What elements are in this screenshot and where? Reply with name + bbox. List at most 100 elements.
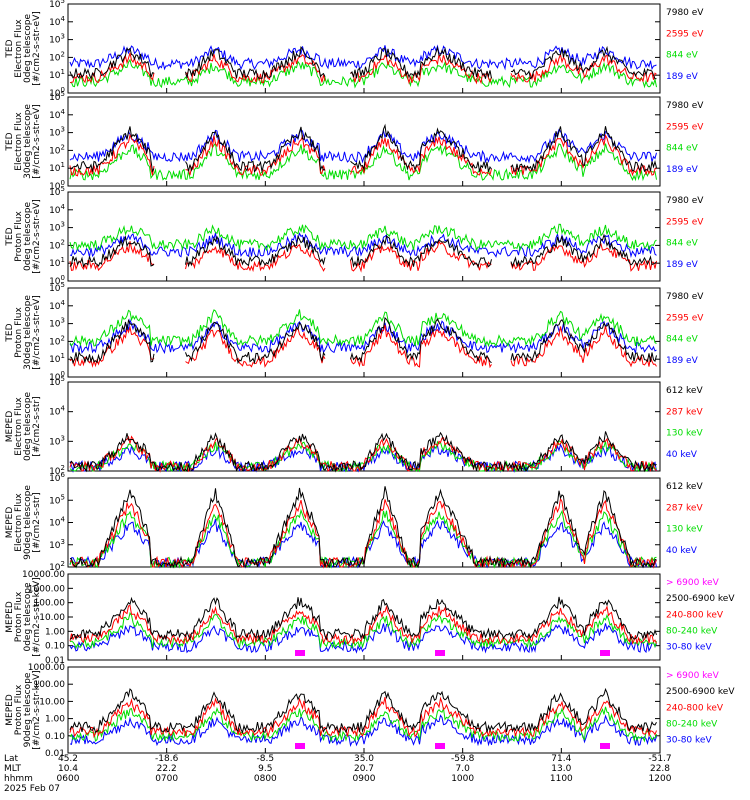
legend-entry: 80-240 keV: [666, 627, 718, 637]
legend-entry: 40 keV: [666, 546, 698, 556]
footer-value: 22.8: [650, 764, 670, 774]
series-line: [69, 324, 657, 369]
y-tick-label: 103: [49, 33, 65, 46]
chart-panel-7: 0.010.101.0010.00100.001000.0010000.00ME…: [5, 570, 735, 666]
panel-frame: [67, 3, 661, 94]
series-line: [69, 486, 657, 569]
y-tick-exponent: 5: [61, 375, 65, 383]
footer-value: -59.8: [451, 754, 475, 764]
legend-entry: 2595 eV: [666, 29, 704, 39]
y-tick-exponent: 3: [61, 317, 65, 325]
y-axis-label-line: Electron Flux: [14, 19, 24, 78]
footer-value: 20.7: [354, 764, 374, 774]
series-line: [69, 52, 657, 85]
y-tick-label: 10.00: [39, 697, 65, 707]
series-line: [69, 596, 657, 642]
footer-value: -8.5: [257, 754, 275, 764]
series-mark: [435, 650, 445, 656]
y-tick-exponent: 0: [61, 179, 65, 187]
y-axis-label-line: Proton Flux: [14, 591, 24, 642]
legend-entry: 189 eV: [666, 356, 699, 366]
y-axis-label-line: 30deg telescope: [23, 295, 33, 370]
y-tick-label: 103: [49, 317, 65, 330]
y-axis-label-line: 0deg telescope: [23, 582, 33, 652]
series-line: [69, 45, 657, 80]
footer-row-label: Lat: [4, 754, 19, 764]
footer-value: 9.5: [258, 764, 272, 774]
y-tick-label: 103: [49, 126, 65, 139]
y-tick-label: 0.10: [45, 732, 65, 742]
legend-entry: 612 keV: [666, 482, 703, 492]
footer-value: 10.4: [58, 764, 78, 774]
y-axis-label-line: [#/cm2-s-str-eV]: [32, 104, 42, 179]
y-tick-exponent: 3: [61, 126, 65, 134]
y-tick-label: 104: [49, 405, 65, 418]
y-axis-label-line: MEPED: [5, 694, 15, 726]
y-axis-label: MEPEDElectron Flux0deg telescope[#/cm2-s…: [5, 392, 42, 462]
y-tick-exponent: 2: [61, 334, 65, 342]
footer-value: 45.2: [58, 754, 78, 764]
footer-value: 1000: [451, 774, 474, 784]
footer-value: 1200: [649, 774, 672, 784]
legend-entry: 844 eV: [666, 239, 699, 249]
footer-value: 13.0: [551, 764, 571, 774]
legend-entry: 30-80 keV: [666, 736, 712, 746]
series-line: [69, 318, 657, 355]
y-tick-exponent: 5: [61, 185, 65, 193]
y-tick-exponent: 4: [61, 108, 66, 116]
y-tick-label: 101: [49, 161, 65, 174]
y-axis-label: TEDProton Flux0deg telescope[#/cm2-s-str…: [5, 199, 42, 274]
y-tick-label: 1.00: [45, 627, 65, 637]
y-axis-label-line: [#/cm2-s-str-keV]: [32, 577, 42, 656]
y-axis-label-line: MEPED: [5, 507, 15, 539]
legend-entry: 130 keV: [666, 429, 703, 439]
y-tick-label: 1000.00: [28, 584, 65, 594]
y-axis-label-line: [#/cm2-s-str-eV]: [32, 11, 42, 86]
legend-entry: > 6900 keV: [666, 578, 720, 588]
series-line: [69, 623, 657, 654]
y-tick-label: 104: [49, 299, 65, 312]
y-tick-exponent: 1: [61, 161, 65, 169]
footer-value: 0700: [155, 774, 178, 784]
y-tick-label: 103: [49, 434, 65, 447]
footer-value: 22.2: [157, 764, 177, 774]
series-mark: [435, 743, 445, 749]
y-tick-exponent: 2: [61, 464, 65, 472]
legend-entry: 287 keV: [666, 407, 703, 417]
footer-value: 0600: [57, 774, 80, 784]
y-tick-exponent: 6: [61, 471, 66, 479]
y-axis-label-line: TED: [5, 39, 15, 58]
legend-entry: 7980 eV: [666, 101, 704, 111]
y-tick-label: 101: [49, 256, 65, 269]
footer-value: 71.4: [551, 754, 571, 764]
legend-entry: 7980 eV: [666, 196, 704, 206]
y-tick-exponent: 2: [61, 50, 65, 58]
y-tick-exponent: 2: [61, 238, 65, 246]
y-axis-label-line: Electron Flux: [14, 493, 24, 552]
y-tick-exponent: 1: [61, 68, 65, 76]
y-tick-exponent: 4: [61, 203, 66, 211]
y-tick-exponent: 0: [61, 274, 65, 282]
y-axis-label-line: 0deg telescope: [23, 202, 33, 272]
footer-value: 35.0: [354, 754, 374, 764]
y-axis-label-line: TED: [5, 323, 15, 342]
series-line: [69, 714, 657, 747]
y-tick-exponent: 3: [61, 33, 65, 41]
footer-value: 0900: [353, 774, 376, 784]
legend-entry: 7980 eV: [666, 8, 704, 18]
y-tick-exponent: 0: [61, 370, 65, 378]
y-tick-exponent: 5: [61, 493, 65, 501]
series-line: [69, 431, 657, 473]
footer-row-label: 2025 Feb 07: [4, 784, 60, 794]
legend-entry: 287 keV: [666, 503, 703, 513]
y-tick-exponent: 3: [61, 221, 65, 229]
y-tick-label: 0.01: [45, 749, 65, 759]
y-tick-label: 104: [49, 15, 65, 28]
y-axis-label-line: [#/cm2-s-str-eV]: [32, 295, 42, 370]
y-axis-label: TEDElectron Flux30deg telescope[#/cm2-s-…: [5, 104, 42, 179]
y-tick-exponent: 5: [61, 0, 65, 5]
